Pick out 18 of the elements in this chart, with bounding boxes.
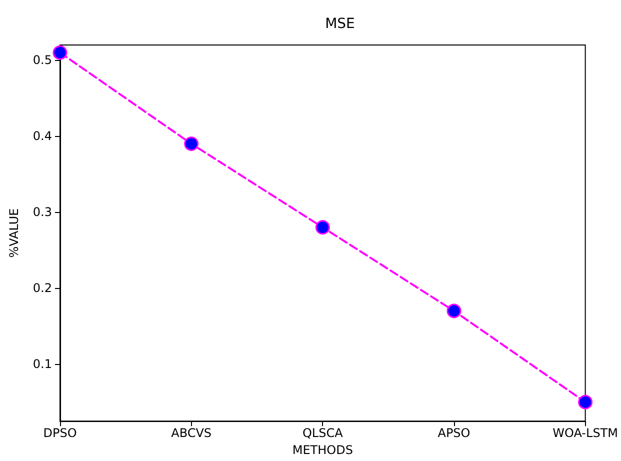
y-axis-title: %VALUE: [7, 208, 21, 258]
x-axis-title: METHODS: [292, 443, 353, 457]
x-tick-label: QLSCA: [302, 426, 344, 440]
y-tick-label: 0.2: [32, 281, 52, 296]
point: [52, 45, 68, 60]
y-tick-label: 0.5: [32, 53, 52, 68]
point: [184, 136, 199, 152]
y-tick-label: 0.3: [32, 205, 52, 220]
chart-title: MSE: [325, 16, 355, 32]
x-tick-label: APSO: [438, 426, 470, 440]
x-tick-label: ABCVS: [171, 426, 212, 440]
y-tick-label: 0.1: [32, 357, 52, 372]
x-tick-label: WOA-LSTM: [552, 426, 618, 440]
point: [315, 220, 330, 235]
y-tick-label: 0.4: [32, 129, 52, 144]
x-tick-label: DPSO: [43, 426, 77, 440]
point: [578, 394, 593, 410]
point: [446, 304, 462, 318]
